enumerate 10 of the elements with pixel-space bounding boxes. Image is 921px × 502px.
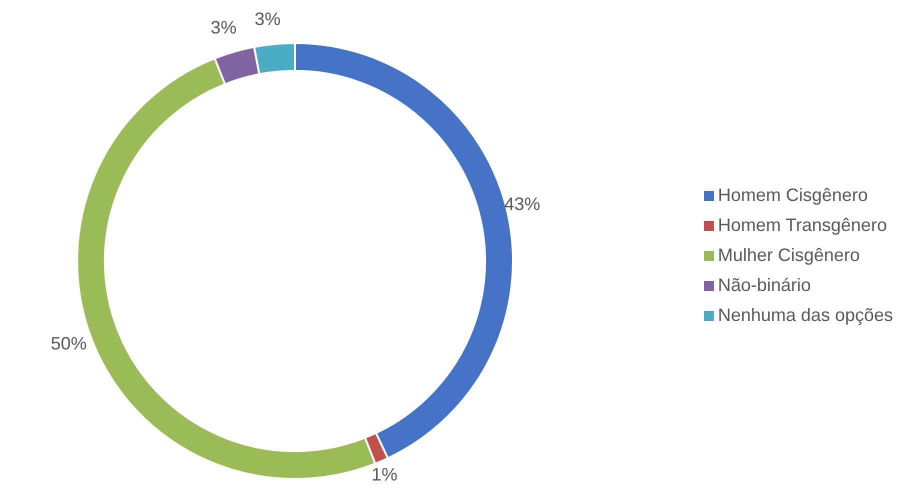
data-label: 43% xyxy=(504,194,540,214)
legend-label: Homem Cisgênero xyxy=(718,185,868,205)
data-label: 1% xyxy=(372,464,398,484)
data-label: 3% xyxy=(254,9,281,30)
legend-label: Nenhuma das opções xyxy=(718,305,893,325)
legend-label: Mulher Cisgênero xyxy=(718,245,860,265)
legend-label: Homem Transgênero xyxy=(718,215,887,235)
legend-label: Não-binário xyxy=(718,275,811,295)
data-label: 3% xyxy=(210,17,237,38)
data-label: 50% xyxy=(50,334,87,354)
